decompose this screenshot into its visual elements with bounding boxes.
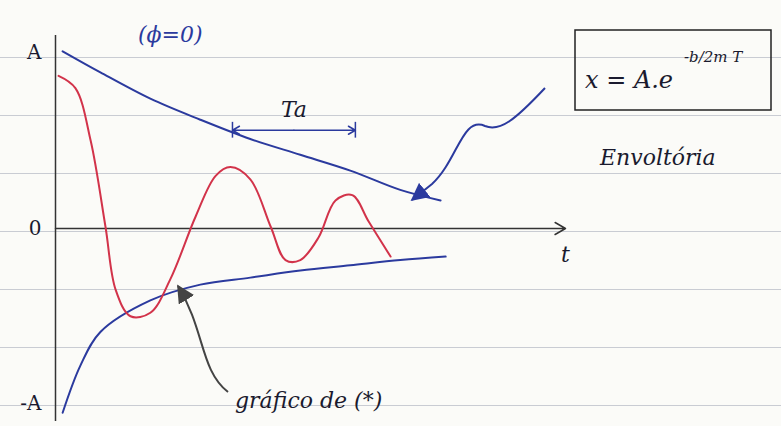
- svg-text:Envoltória: Envoltória: [599, 145, 716, 170]
- svg-text:Ta: Ta: [281, 97, 307, 122]
- svg-text:x = A.e: x = A.e: [585, 66, 673, 94]
- svg-text:A: A: [26, 40, 42, 64]
- svg-text:-b/2m T: -b/2m T: [684, 48, 743, 66]
- svg-text:(ϕ=0): (ϕ=0): [138, 22, 203, 47]
- svg-text:-A: -A: [20, 391, 42, 415]
- svg-text:0: 0: [29, 216, 42, 240]
- svg-text:gráfico de (*): gráfico de (*): [235, 388, 382, 413]
- svg-text:t: t: [561, 242, 570, 267]
